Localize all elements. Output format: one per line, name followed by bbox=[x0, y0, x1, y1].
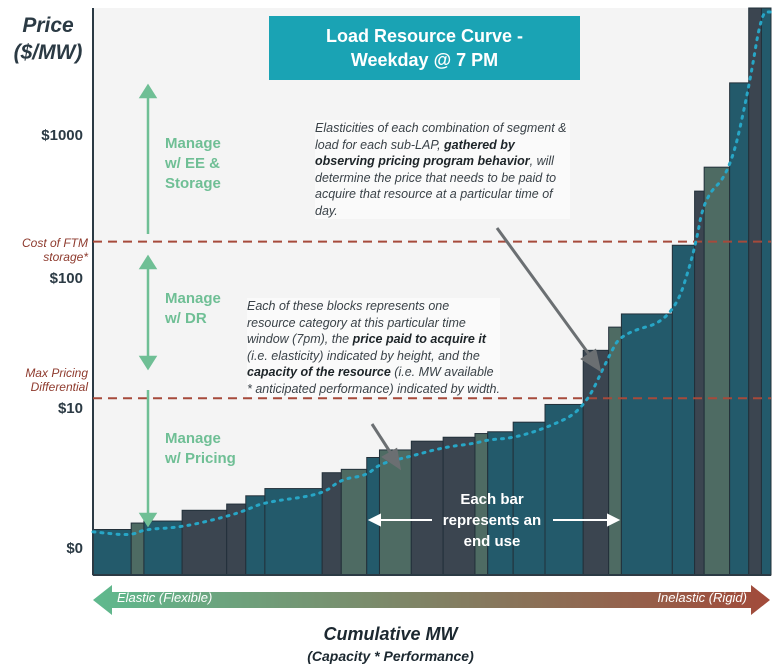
y-tick-0: $0 bbox=[66, 540, 83, 557]
zone-label-pricing: Manage w/ Pricing bbox=[165, 430, 236, 467]
ref-label-ftm-storage: Cost of FTM storage* bbox=[21, 236, 88, 264]
end-use-bar-19 bbox=[608, 326, 622, 576]
end-use-bar-17 bbox=[544, 403, 584, 576]
end-use-bar-25 bbox=[748, 7, 762, 576]
end-use-bar-21 bbox=[671, 244, 696, 576]
elasticities-annotation: Elasticities of each combination of segm… bbox=[315, 120, 570, 219]
end-use-bar-8 bbox=[321, 472, 342, 576]
end-use-bar-13 bbox=[442, 436, 476, 576]
price-curve bbox=[91, 10, 773, 537]
end-use-bar-20 bbox=[620, 313, 673, 576]
pointer-arrows bbox=[370, 227, 602, 471]
y-tick-1000: $1000 bbox=[41, 127, 83, 144]
dr-arrow-down-head bbox=[138, 355, 158, 371]
end-use-bar-7 bbox=[264, 488, 323, 576]
y-tick-100: $100 bbox=[49, 270, 83, 287]
y-tick-10: $10 bbox=[57, 400, 83, 417]
end-use-bar-26 bbox=[760, 7, 772, 576]
end-use-bar-23 bbox=[703, 166, 731, 576]
ref-label-max-pricing: Max Pricing Differential bbox=[25, 366, 88, 394]
dr-arrow-up-head bbox=[138, 254, 158, 270]
span-arrow-left-head bbox=[367, 513, 381, 527]
y-axis-title-line1: Price bbox=[22, 14, 74, 37]
y-axis-title-line2: ($/MW) bbox=[13, 41, 83, 64]
end-use-bar-9 bbox=[340, 468, 368, 576]
end-use-bar-22 bbox=[694, 190, 705, 576]
x-axis-title: Cumulative MW bbox=[323, 624, 458, 644]
span-arrow-right-head bbox=[607, 513, 621, 527]
blocks-annotation: Each of these blocks represents one reso… bbox=[247, 298, 500, 397]
each-bar-annotation: Each bar represents an end use bbox=[442, 491, 542, 550]
end-use-span-arrows bbox=[367, 513, 621, 527]
y-axis-title: Price ($/MW) bbox=[8, 12, 88, 66]
elasticity-pointer-head bbox=[580, 348, 602, 373]
chart-title: Load Resource Curve - Weekday @ 7 PM bbox=[269, 16, 580, 80]
end-use-bar-11 bbox=[378, 449, 412, 576]
zone-arrows bbox=[138, 83, 158, 528]
x-axis-subtitle: (Capacity * Performance) bbox=[307, 648, 474, 664]
inelastic-label: Inelastic (Rigid) bbox=[657, 590, 747, 605]
pricing-arrow-down-head bbox=[138, 512, 158, 528]
zone-label-ee-storage: Manage w/ EE & Storage bbox=[165, 135, 221, 192]
elasticity-pointer-arrow bbox=[495, 227, 593, 358]
ee-arrow-up-head bbox=[138, 83, 158, 99]
elasticity-spectrum-arrow bbox=[93, 585, 770, 615]
end-use-bar-1 bbox=[92, 529, 132, 576]
elastic-label: Elastic (Flexible) bbox=[117, 590, 213, 605]
blocks-pointer-head bbox=[381, 447, 402, 471]
end-use-bar-4 bbox=[181, 509, 228, 576]
blocks-pointer-arrow bbox=[370, 423, 394, 456]
zone-label-dr: Manage w/ DR bbox=[165, 290, 221, 327]
